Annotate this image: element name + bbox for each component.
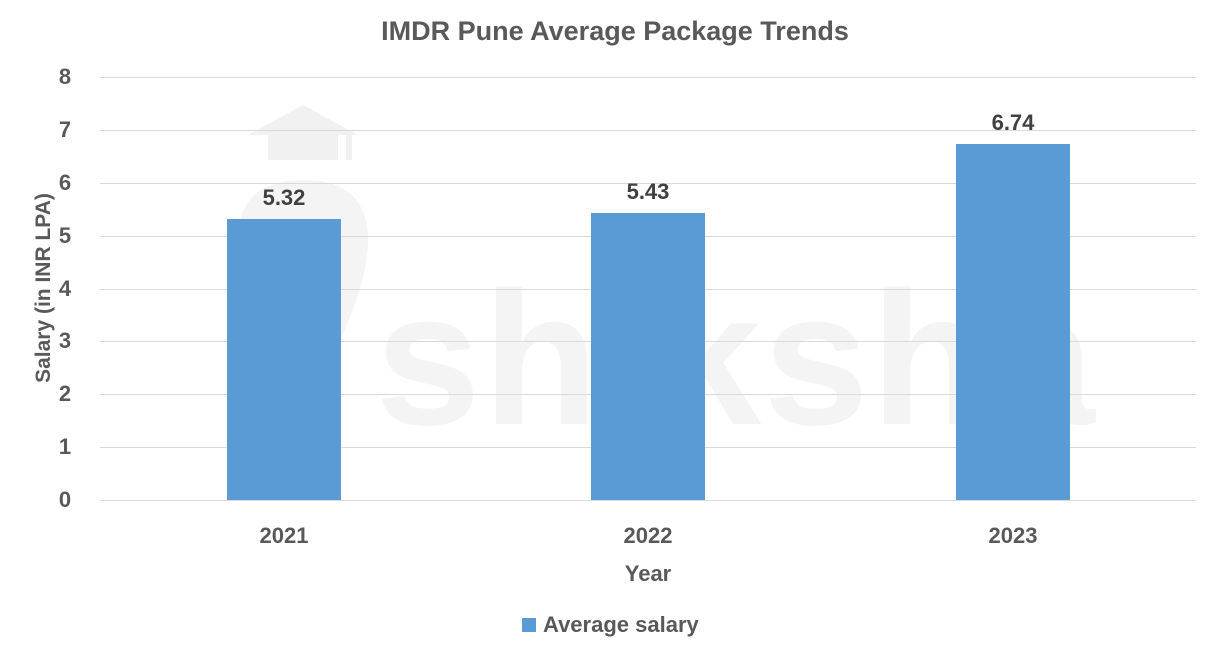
- bar-2021[interactable]: [227, 218, 341, 500]
- x-axis-line: [100, 500, 1196, 501]
- gridline: [100, 77, 1196, 78]
- y-tick: 7: [58, 117, 72, 142]
- data-label: 6.74: [991, 109, 1035, 135]
- y-tick: 3: [58, 328, 72, 353]
- y-tick: 6: [58, 170, 72, 195]
- y-tick: 2: [58, 381, 72, 406]
- plot-area: 5.32 5.43 6.74: [100, 77, 1196, 501]
- gridline: [100, 182, 1196, 184]
- bar-2023[interactable]: [956, 143, 1070, 500]
- x-axis-label: Year: [624, 561, 672, 586]
- x-tick: 2023: [988, 523, 1038, 548]
- y-tick: 4: [58, 276, 72, 301]
- data-label: 5.32: [262, 184, 306, 210]
- bar-2022[interactable]: [591, 212, 705, 500]
- legend[interactable]: Average salary: [522, 612, 699, 638]
- x-tick: 2022: [623, 523, 673, 548]
- chart-title: IMDR Pune Average Package Trends: [381, 16, 849, 46]
- x-tick: 2021: [259, 523, 309, 548]
- gridline: [100, 129, 1196, 131]
- legend-swatch-icon: [522, 618, 536, 632]
- y-tick: 0: [58, 487, 72, 512]
- data-label: 5.43: [626, 178, 670, 204]
- legend-label: Average salary: [543, 612, 699, 637]
- y-tick: 5: [58, 223, 72, 248]
- y-tick: 1: [58, 434, 72, 459]
- y-tick: 8: [58, 64, 72, 89]
